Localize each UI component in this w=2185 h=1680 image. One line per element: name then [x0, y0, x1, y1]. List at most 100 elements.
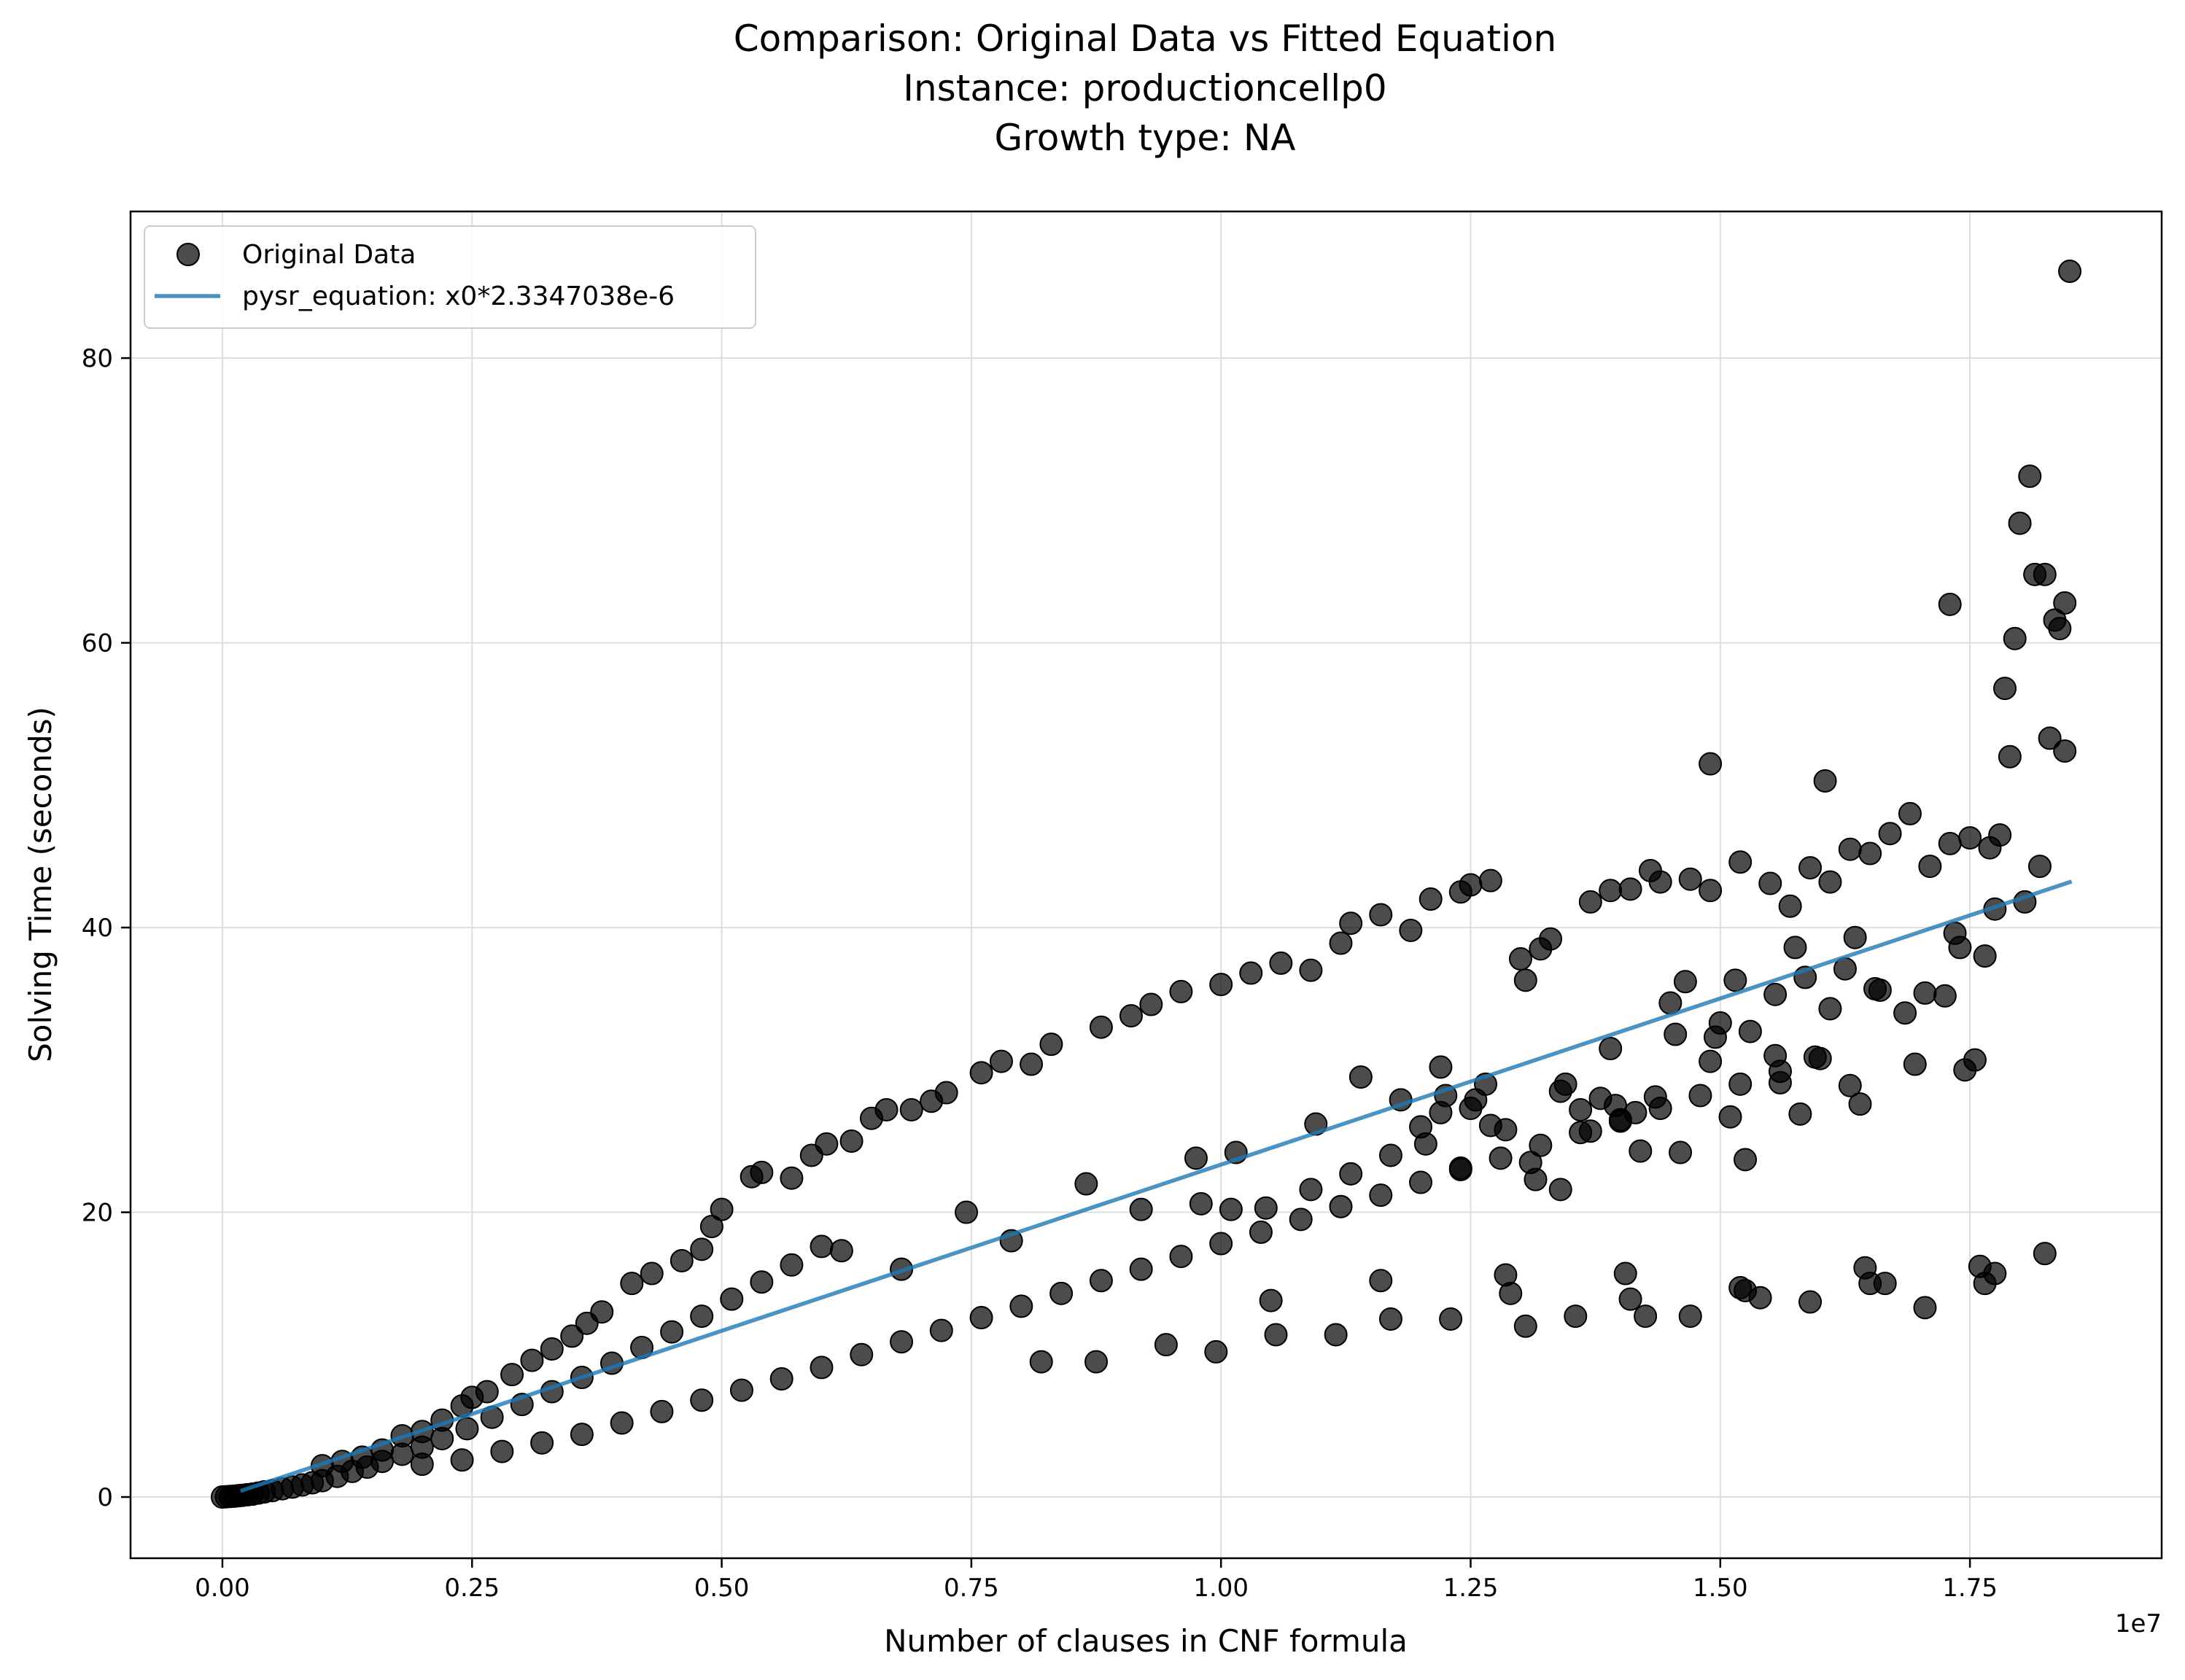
data-point: [1893, 1001, 1917, 1025]
data-point: [1768, 1070, 1792, 1094]
data-point: [1948, 936, 1972, 960]
data-point: [899, 1097, 923, 1121]
data-point: [1678, 867, 1702, 891]
data-point: [1399, 918, 1423, 942]
data-point: [1803, 1045, 1827, 1069]
data-point: [1938, 831, 1962, 855]
data-point: [1299, 1178, 1323, 1202]
data-point: [1634, 1304, 1658, 1329]
data-point: [969, 1061, 993, 1085]
data-point: [934, 1081, 958, 1105]
data-point: [1973, 944, 1997, 968]
data-point: [1898, 801, 1922, 825]
data-point: [989, 1049, 1013, 1073]
data-point: [1838, 1073, 1862, 1097]
data-point: [710, 1197, 734, 1221]
data-point: [1699, 1049, 1723, 1073]
data-point: [1993, 677, 2017, 701]
data-point: [2033, 1242, 2057, 1266]
data-point: [1219, 1197, 1243, 1221]
y-axis-label: Solving Time (seconds): [23, 707, 58, 1062]
data-point: [1613, 1261, 1637, 1286]
y-tick-label: 40: [82, 914, 113, 943]
fit-line: [239, 879, 2073, 1493]
data-point: [1618, 1287, 1642, 1311]
data-point: [1299, 958, 1323, 982]
data-point: [1264, 1323, 1288, 1347]
data-point: [1254, 1196, 1278, 1220]
x-tick-label: 0.50: [694, 1574, 750, 1603]
data-point: [1818, 870, 1842, 894]
data-point: [1259, 1288, 1283, 1312]
data-point: [1564, 1304, 1588, 1329]
data-point: [1369, 903, 1393, 927]
data-point: [1139, 992, 1163, 1016]
data-point: [1378, 1307, 1402, 1331]
data-point: [1708, 1011, 1732, 1035]
plot-area-frame: [129, 210, 2163, 1560]
data-point: [1369, 1183, 1393, 1208]
data-point: [1499, 1281, 1523, 1305]
data-point: [1998, 744, 2022, 769]
x-tick-label: 0.00: [195, 1574, 250, 1603]
data-point: [1089, 1269, 1113, 1293]
legend: Original Data pysr_equation: x0*2.334703…: [144, 225, 756, 329]
data-point: [2053, 739, 2077, 763]
data-point: [1988, 823, 2012, 847]
data-point: [1478, 1113, 1502, 1138]
data-point: [1289, 1208, 1313, 1232]
data-point: [1129, 1197, 1153, 1221]
data-point: [1074, 1172, 1098, 1196]
chart-title-line-3: Growth type: NA: [995, 117, 1296, 159]
y-tick-label: 60: [82, 629, 113, 658]
data-point: [1748, 1286, 1772, 1310]
x-tick-label: 0.25: [444, 1574, 500, 1603]
data-point: [690, 1237, 714, 1261]
data-point: [620, 1272, 644, 1296]
data-point: [1648, 870, 1672, 894]
data-point: [560, 1324, 584, 1348]
axis-ticks: 0.00 0.25 0.50 0.75 1.00 1.25 1.50 1.75 0 20 40 60 8…: [82, 344, 1998, 1603]
data-point: [1029, 1350, 1053, 1374]
data-point: [1913, 1296, 1937, 1320]
data-point: [780, 1253, 804, 1277]
y-tick-label: 20: [82, 1199, 113, 1228]
data-point: [1489, 1146, 1513, 1170]
data-point: [1699, 879, 1723, 903]
data-point: [1903, 1052, 1927, 1076]
data-point: [1783, 936, 1807, 960]
x-axis-label: Number of clauses in CNF formula: [884, 1623, 1408, 1659]
data-point: [1778, 894, 1802, 918]
data-point: [1858, 841, 1882, 866]
data-point: [1699, 752, 1723, 776]
data-point: [839, 1129, 863, 1153]
data-point: [1089, 1015, 1113, 1039]
legend-label-fit-line: pysr_equation: x0*2.3347038e-6: [242, 281, 675, 311]
data-point: [1958, 826, 1982, 850]
data-point: [1269, 951, 1293, 975]
chart-title-line-1: Comparison: Original Data vs Fitted Equa…: [734, 18, 1557, 60]
data-point: [1329, 1194, 1353, 1218]
data-point: [750, 1160, 774, 1184]
data-point: [1673, 970, 1697, 994]
data-point: [1734, 1148, 1758, 1172]
x-tick-label: 1.75: [1942, 1574, 1998, 1603]
data-point: [450, 1448, 474, 1472]
data-point: [1418, 887, 1443, 911]
data-point: [1348, 1065, 1373, 1089]
data-point: [1848, 1092, 1872, 1116]
data-point: [1678, 1304, 1702, 1329]
data-point: [1439, 1307, 1463, 1331]
legend-marker-original-data: [176, 243, 200, 266]
data-point: [690, 1304, 714, 1329]
data-point: [1868, 978, 1892, 1002]
data-point: [1858, 1272, 1882, 1296]
data-point: [475, 1380, 499, 1404]
data-point: [1588, 1086, 1612, 1111]
data-point: [540, 1337, 564, 1361]
data-point: [1728, 1276, 1753, 1300]
data-point: [1578, 1119, 1602, 1143]
data-point: [1539, 927, 1563, 951]
data-point: [1508, 947, 1532, 971]
data-point: [1669, 1140, 1693, 1164]
